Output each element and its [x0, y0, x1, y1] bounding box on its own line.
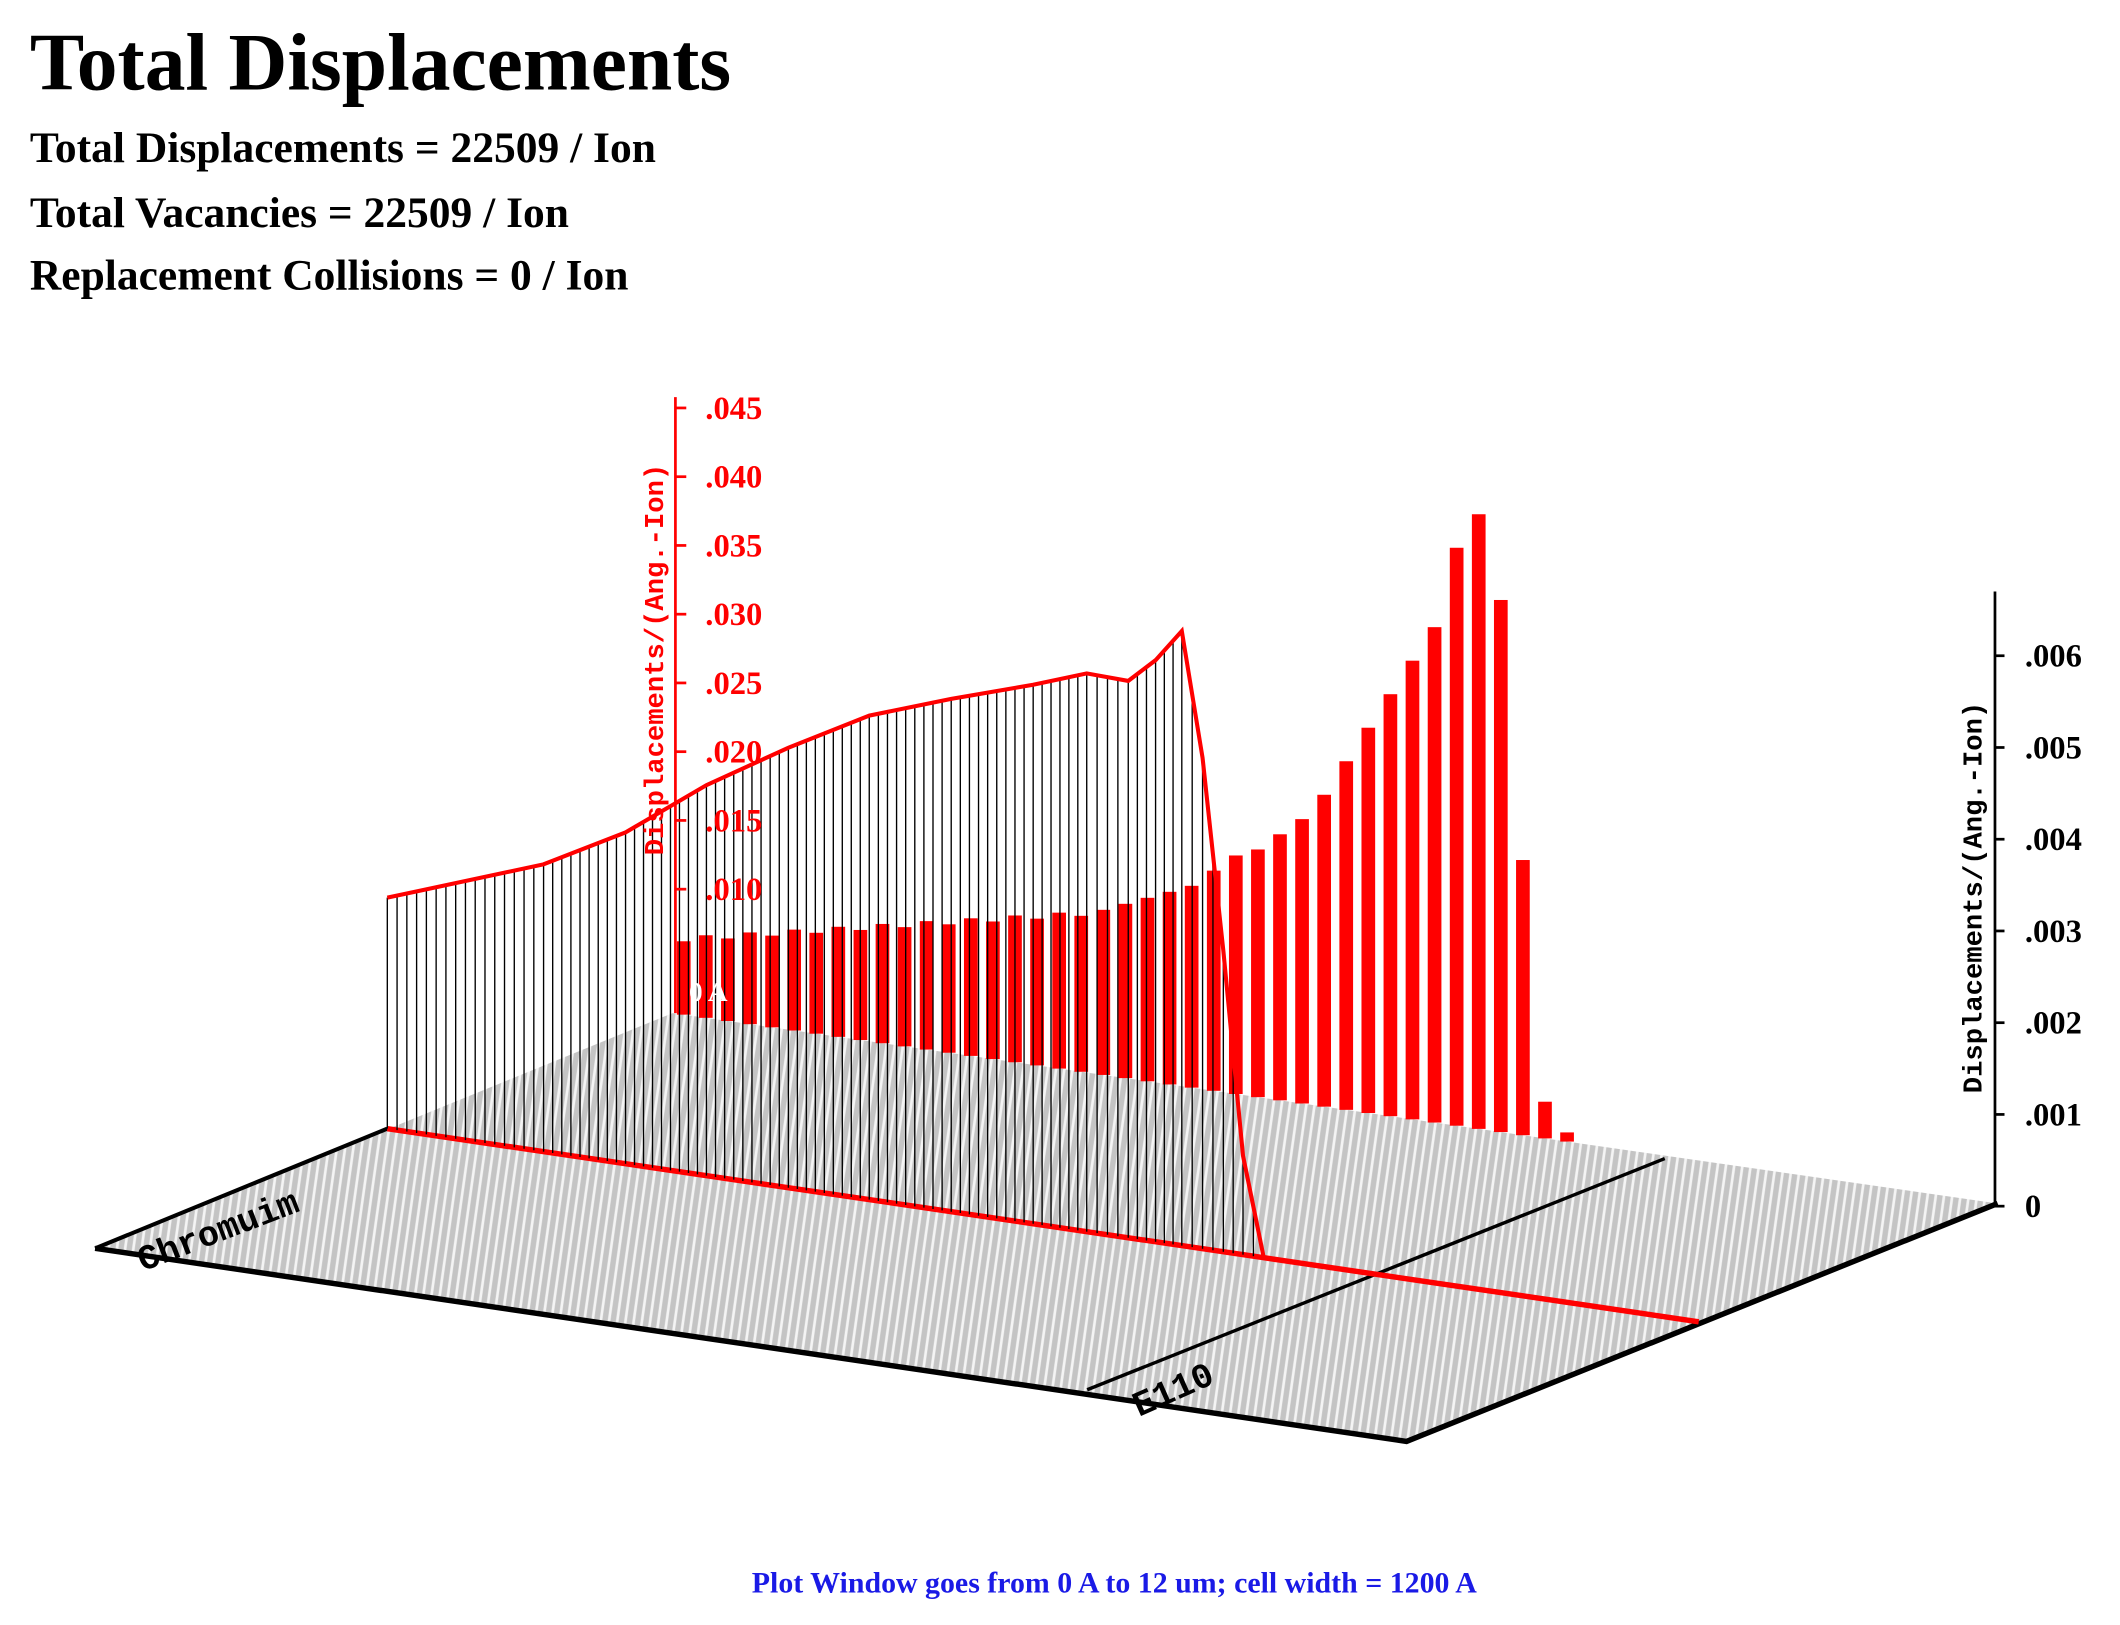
- y2-tick-label: .003: [2025, 914, 2082, 950]
- bar: [787, 929, 801, 1031]
- bar: [1361, 727, 1376, 1114]
- bar: [1295, 819, 1309, 1104]
- bar: [875, 923, 890, 1044]
- bar: [1449, 547, 1464, 1126]
- stat-line: Total Vacancies = 22509 / Ion: [30, 189, 569, 237]
- bar: [1339, 761, 1354, 1110]
- bar: [941, 924, 956, 1053]
- bar: [1383, 694, 1398, 1117]
- bar: [1405, 660, 1420, 1120]
- bar: [1096, 909, 1111, 1075]
- bar: [963, 918, 978, 1056]
- y-tick-label: .035: [705, 528, 762, 564]
- bar: [1538, 1101, 1552, 1139]
- y-tick-label: .025: [705, 666, 762, 702]
- y2-tick-label: .002: [2025, 1006, 2082, 1042]
- y2-tick-label: .006: [2025, 639, 2082, 675]
- bar: [1074, 915, 1089, 1072]
- y-axis-label: Displacements/(Ang.-Ion): [641, 464, 672, 855]
- bar: [1251, 849, 1265, 1098]
- bar: [1471, 514, 1486, 1129]
- bar: [1516, 860, 1530, 1136]
- bar: [1493, 599, 1508, 1133]
- bar: [809, 932, 824, 1034]
- y-tick-label: .010: [705, 872, 762, 908]
- floor-edge: [94, 1126, 389, 1251]
- stat-line: Total Displacements = 22509 / Ion: [30, 124, 656, 172]
- bar: [1118, 903, 1133, 1079]
- bar: [897, 927, 912, 1047]
- annotation: 0 A: [689, 977, 728, 1007]
- footer: Plot Window goes from 0 A to 12 um; cell…: [752, 1566, 1477, 1599]
- bar: [676, 941, 691, 1015]
- bar: [1560, 1132, 1574, 1142]
- y2-tick-label: .005: [2025, 730, 2082, 766]
- stat-line: Replacement Collisions = 0 / Ion: [30, 252, 629, 300]
- y-tick-label: .040: [705, 460, 762, 496]
- y2-axis-label: Displacements/(Ang.-Ion): [1959, 702, 1990, 1093]
- bar: [1273, 834, 1287, 1101]
- bar: [1317, 794, 1331, 1107]
- bar: [765, 935, 779, 1028]
- bar: [1228, 855, 1243, 1094]
- y2-tick-label: .001: [2025, 1097, 2082, 1133]
- y2-tick-label: .004: [2025, 822, 2082, 858]
- depth-line: [386, 1125, 1700, 1325]
- bar: [1140, 897, 1155, 1082]
- bar: [919, 921, 934, 1050]
- bar: [1052, 912, 1066, 1069]
- title: Total Displacements: [30, 17, 731, 108]
- y2-tick-label: 0: [2025, 1189, 2041, 1225]
- bar: [1427, 627, 1442, 1123]
- y-tick-label: .045: [705, 391, 762, 427]
- bar: [743, 932, 757, 1025]
- bar: [1206, 870, 1221, 1091]
- floor-edge: [94, 1200, 1999, 1445]
- y-tick-label: .030: [705, 597, 762, 633]
- scene: 0 .001 .002 .003 .004 .005 .006 Displacements/(…: [132, 391, 2082, 1427]
- profile-line: [386, 626, 1266, 1259]
- y-tick-label: .015: [705, 803, 762, 839]
